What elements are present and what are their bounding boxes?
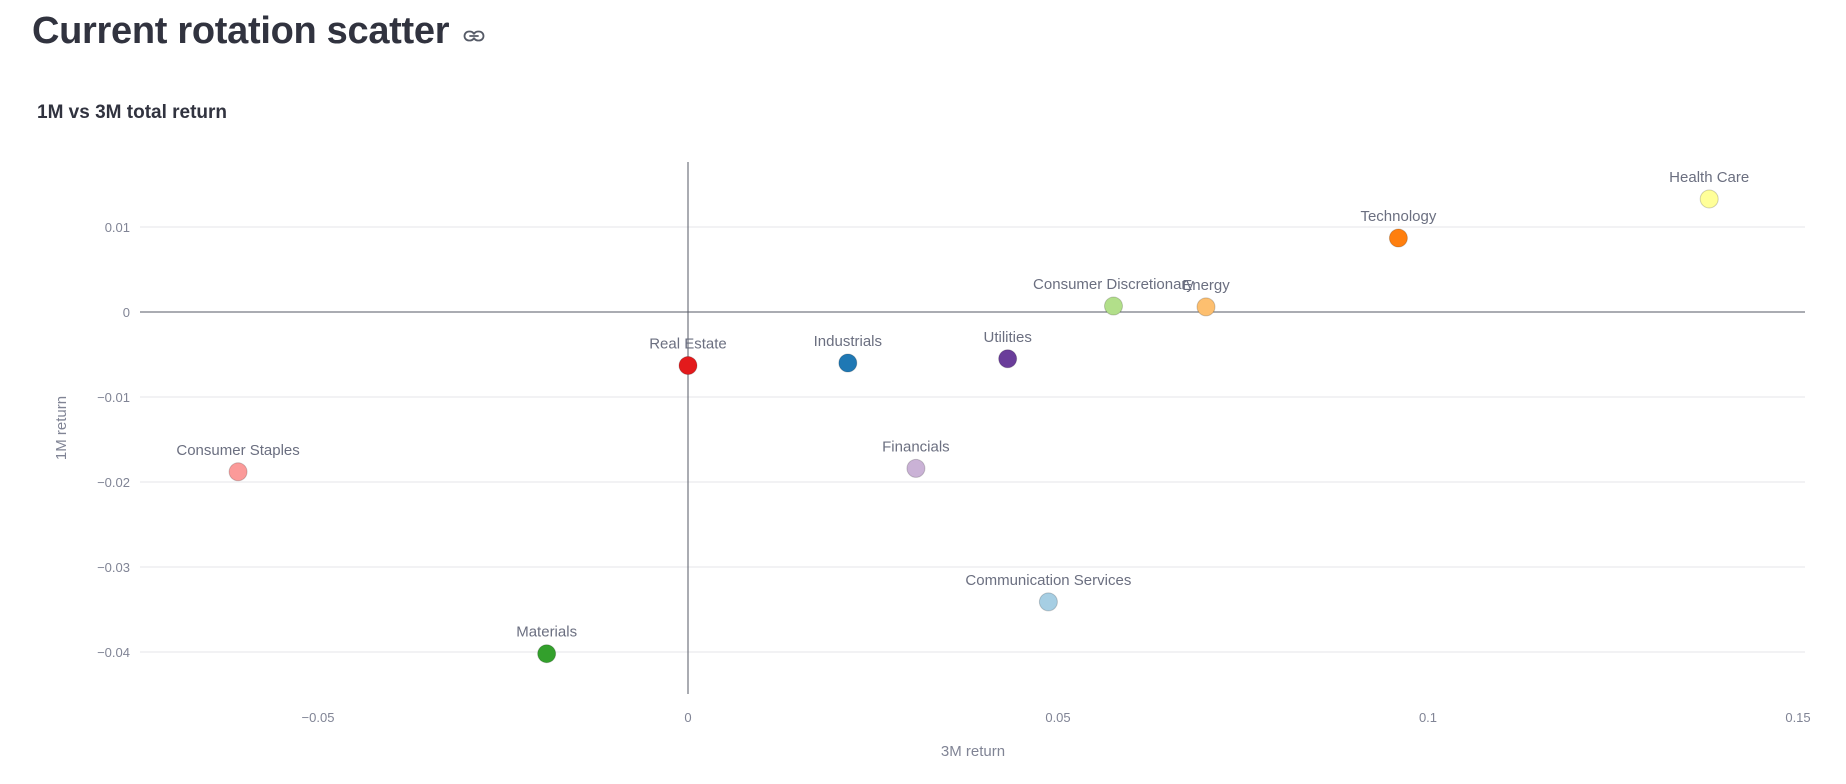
scatter-point[interactable] — [1038, 592, 1058, 612]
x-tick-label: 0.15 — [1785, 710, 1810, 725]
point-label: Financials — [882, 438, 950, 455]
point-label: Energy — [1182, 277, 1230, 294]
scatter-point[interactable] — [537, 644, 557, 664]
point-label: Technology — [1360, 208, 1436, 225]
scatter-point[interactable] — [998, 349, 1018, 369]
point-label: Real Estate — [649, 336, 727, 353]
y-axis-title: 1M return — [53, 396, 70, 460]
y-tick-label: −0.02 — [97, 475, 130, 490]
link-icon[interactable] — [461, 23, 487, 49]
scatter-point[interactable] — [906, 458, 926, 478]
x-tick-label: 0.1 — [1419, 710, 1437, 725]
point-labels: Health Care Technology Consumer Discretion… — [176, 169, 1749, 641]
axes — [140, 162, 1805, 694]
tick-labels: 0.01 0 −0.01 −0.02 −0.03 −0.04 −0.05 0 0.05 0.1 0.… — [97, 220, 1811, 725]
page-header: Current rotation scatter — [32, 10, 487, 53]
chart-container: 1M vs 3M total return 0.01 0 −0.01 −0.02 −0.… — [0, 90, 1846, 784]
scatter-point[interactable] — [1104, 296, 1123, 316]
x-tick-label: 0.05 — [1045, 710, 1070, 725]
point-label: Consumer Staples — [176, 442, 299, 459]
scatter-chart[interactable]: 0.01 0 −0.01 −0.02 −0.03 −0.04 −0.05 0 0.05 0.1 0.… — [0, 90, 1846, 784]
scatter-point[interactable] — [1699, 189, 1719, 209]
point-label: Utilities — [984, 329, 1032, 346]
point-label: Consumer Discretionary — [1033, 276, 1194, 293]
page-title: Current rotation scatter — [32, 10, 450, 52]
x-tick-label: −0.05 — [302, 710, 335, 725]
point-label: Industrials — [814, 333, 882, 350]
scatter-point[interactable] — [228, 462, 248, 482]
y-tick-label: −0.03 — [97, 560, 130, 575]
scatter-point[interactable] — [678, 356, 698, 376]
y-tick-label: 0.01 — [105, 220, 130, 235]
scatter-point[interactable] — [1388, 228, 1408, 248]
chart-title: 1M vs 3M total return — [37, 102, 228, 123]
data-points — [228, 189, 1719, 664]
y-tick-label: −0.04 — [97, 645, 130, 660]
point-label: Communication Services — [965, 572, 1131, 589]
gridlines — [140, 226, 1805, 653]
link-icon-graphic — [463, 30, 485, 41]
y-tick-label: −0.01 — [97, 390, 130, 405]
point-label: Materials — [516, 624, 577, 641]
scatter-point[interactable] — [838, 353, 858, 373]
y-tick-label: 0 — [123, 305, 130, 320]
scatter-point[interactable] — [1196, 297, 1216, 317]
point-label: Health Care — [1669, 169, 1749, 186]
x-tick-label: 0 — [684, 710, 691, 725]
x-axis-title: 3M return — [941, 743, 1005, 760]
